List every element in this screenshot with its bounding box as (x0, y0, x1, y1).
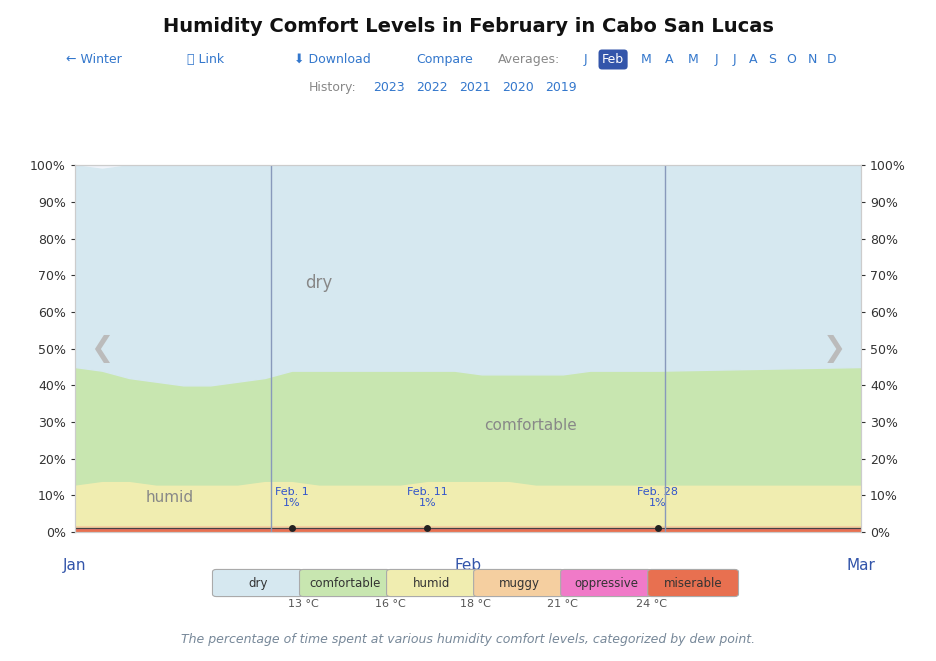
Text: Averages:: Averages: (498, 53, 560, 66)
Text: 2020: 2020 (502, 81, 534, 94)
Text: 1%: 1% (418, 498, 436, 508)
Text: Feb. 1: Feb. 1 (275, 487, 309, 497)
Text: dry: dry (248, 576, 268, 590)
Text: J: J (733, 53, 737, 66)
Text: comfortable: comfortable (309, 576, 381, 590)
Text: dry: dry (305, 274, 332, 292)
Text: Feb. 11: Feb. 11 (407, 487, 447, 497)
Text: ⬇ Download: ⬇ Download (294, 53, 371, 66)
Text: N: N (808, 53, 817, 66)
Text: humid: humid (414, 576, 450, 590)
Text: muggy: muggy (499, 576, 539, 590)
Text: History:: History: (308, 81, 357, 94)
Text: oppressive: oppressive (574, 576, 638, 590)
Text: ← Winter: ← Winter (66, 53, 122, 66)
Text: 1%: 1% (283, 498, 300, 508)
Text: ❯: ❯ (823, 334, 845, 363)
Text: miserable: miserable (664, 576, 723, 590)
Text: 13 °C: 13 °C (288, 599, 318, 609)
Text: S: S (768, 53, 776, 66)
Text: Feb: Feb (602, 53, 624, 66)
Text: M: M (640, 53, 651, 66)
Text: ❮: ❮ (91, 334, 113, 363)
Text: 2023: 2023 (373, 81, 404, 94)
Text: The percentage of time spent at various humidity comfort levels, categorized by : The percentage of time spent at various … (181, 633, 755, 646)
Text: 18 °C: 18 °C (461, 599, 490, 609)
Text: 🔗 Link: 🔗 Link (187, 53, 225, 66)
Text: 24 °C: 24 °C (636, 599, 667, 609)
Text: M: M (687, 53, 698, 66)
Text: J: J (714, 53, 718, 66)
Text: 2021: 2021 (459, 81, 490, 94)
Text: Humidity Comfort Levels in February in Cabo San Lucas: Humidity Comfort Levels in February in C… (163, 17, 773, 36)
Text: A: A (665, 53, 674, 66)
Text: Mar: Mar (847, 558, 875, 573)
Text: 2022: 2022 (416, 81, 447, 94)
Text: comfortable: comfortable (484, 418, 577, 433)
Text: O: O (786, 53, 796, 66)
Text: A: A (749, 53, 758, 66)
Text: Feb. 28: Feb. 28 (637, 487, 679, 497)
Text: 21 °C: 21 °C (548, 599, 578, 609)
Text: D: D (826, 53, 836, 66)
Text: 16 °C: 16 °C (375, 599, 405, 609)
Text: 1%: 1% (649, 498, 666, 508)
Text: Jan: Jan (63, 558, 87, 573)
Text: humid: humid (146, 490, 194, 505)
Text: Feb: Feb (455, 558, 481, 573)
Text: 2019: 2019 (545, 81, 577, 94)
Text: J: J (583, 53, 587, 66)
Text: Compare: Compare (417, 53, 473, 66)
